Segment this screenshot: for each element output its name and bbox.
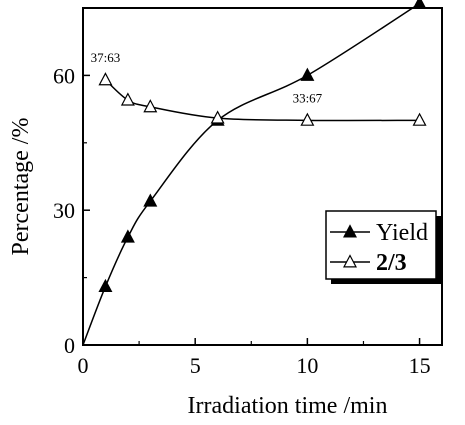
- x-tick-label: 5: [190, 353, 201, 378]
- ratio-annotation: 37:63: [91, 50, 121, 65]
- legend: Yield 2/3: [325, 210, 441, 284]
- x-axis-label: Irradiation time /min: [188, 393, 388, 419]
- plot-frame: [82, 7, 443, 346]
- y-tick-label: 0: [64, 333, 75, 358]
- ratio-point: [120, 92, 135, 106]
- yield-point: [412, 0, 427, 9]
- yield-point: [300, 67, 315, 81]
- series-line-ratio: [104, 79, 420, 122]
- ratio-point: [98, 72, 113, 86]
- x-tick-label: 10: [296, 353, 318, 378]
- legend-box: [325, 210, 437, 280]
- legend-marker: [343, 224, 357, 238]
- yield-point: [120, 229, 135, 243]
- x-tick-label: 0: [78, 353, 89, 378]
- ratio-point: [412, 112, 427, 126]
- legend-label: Yield: [376, 220, 428, 246]
- ratio-point: [143, 99, 158, 113]
- legend-marker: [343, 254, 357, 268]
- y-tick-label: 30: [53, 198, 75, 223]
- ratio-annotation: 33:67: [293, 90, 323, 105]
- yield-point: [143, 193, 158, 207]
- yield-point: [98, 278, 113, 293]
- x-tick-label: 15: [409, 353, 431, 378]
- y-axis-label: Percentage /%: [8, 118, 34, 256]
- ratio-point: [210, 110, 225, 124]
- ratio-point: [300, 112, 315, 126]
- series-line-yield: [82, 2, 420, 346]
- legend-label: 2/3: [376, 250, 407, 276]
- y-tick-label: 60: [53, 63, 75, 88]
